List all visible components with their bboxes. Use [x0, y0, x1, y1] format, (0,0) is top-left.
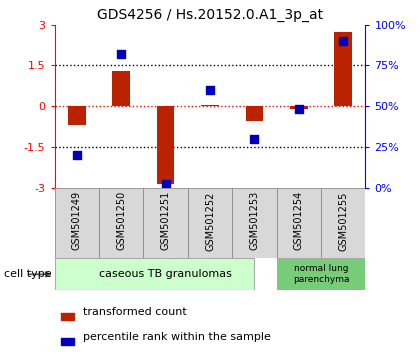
- Point: [74, 152, 80, 158]
- Point: [207, 87, 213, 93]
- Point: [340, 38, 346, 44]
- Text: GSM501251: GSM501251: [160, 191, 171, 250]
- Text: GSM501249: GSM501249: [72, 191, 82, 250]
- Bar: [143, 188, 188, 258]
- Text: GSM501255: GSM501255: [338, 191, 348, 251]
- Bar: [55, 258, 255, 290]
- Text: cell type: cell type: [4, 269, 52, 279]
- Bar: [277, 188, 321, 258]
- Bar: [232, 188, 277, 258]
- Bar: [61, 313, 74, 320]
- Text: normal lung
parenchyma: normal lung parenchyma: [293, 264, 349, 284]
- Bar: [201, 105, 219, 106]
- Bar: [277, 258, 365, 290]
- Text: GSM501250: GSM501250: [116, 191, 126, 250]
- Bar: [99, 188, 143, 258]
- Bar: [188, 188, 232, 258]
- Text: caseous TB granulomas: caseous TB granulomas: [99, 269, 232, 279]
- Bar: [290, 106, 308, 109]
- Text: transformed count: transformed count: [83, 307, 186, 317]
- Point: [118, 51, 125, 57]
- Text: GSM501253: GSM501253: [249, 191, 260, 250]
- Point: [162, 182, 169, 187]
- Point: [251, 136, 258, 142]
- Text: GSM501254: GSM501254: [294, 191, 304, 250]
- Bar: [112, 71, 130, 106]
- Bar: [61, 338, 74, 345]
- Bar: [55, 188, 99, 258]
- Text: GSM501252: GSM501252: [205, 191, 215, 251]
- Bar: [68, 106, 86, 125]
- Bar: [334, 32, 352, 106]
- Point: [295, 107, 302, 112]
- Bar: [321, 188, 365, 258]
- Title: GDS4256 / Hs.20152.0.A1_3p_at: GDS4256 / Hs.20152.0.A1_3p_at: [97, 8, 323, 22]
- Text: percentile rank within the sample: percentile rank within the sample: [83, 332, 270, 342]
- Bar: [157, 106, 174, 183]
- Bar: [246, 106, 263, 121]
